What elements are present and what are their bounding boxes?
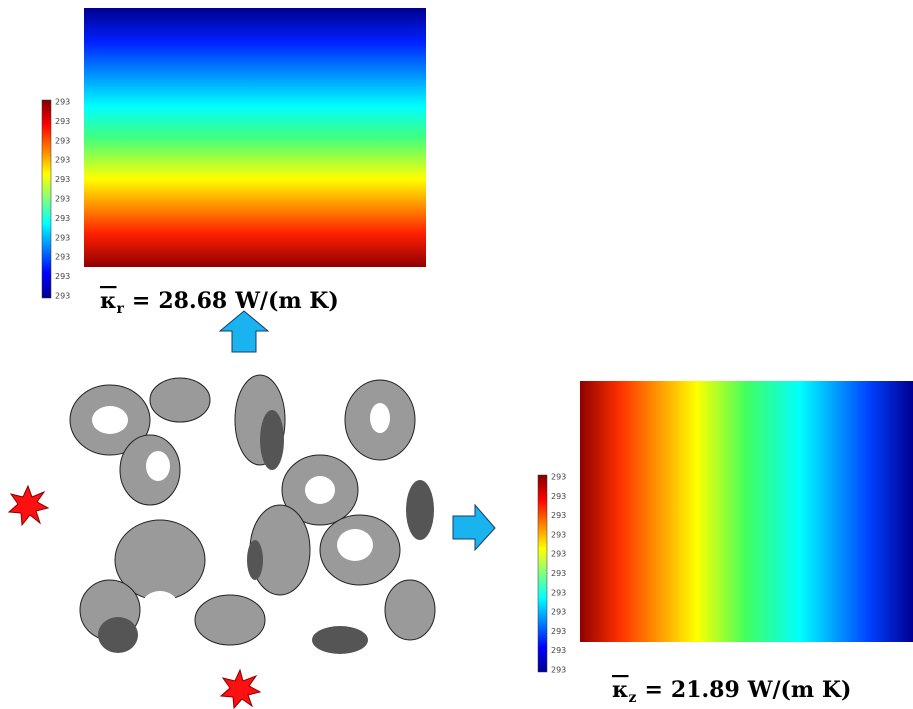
colorbar-label: 293 bbox=[55, 233, 70, 242]
heat-source-bottom bbox=[219, 668, 262, 709]
colorbar-label: 293 bbox=[551, 646, 566, 655]
colorbar-label: 293 bbox=[55, 175, 70, 184]
colorbar-label: 293 bbox=[55, 214, 70, 223]
kappa-z-equation: κz = 21.89 W/(m K) bbox=[612, 677, 851, 706]
right-colorbar bbox=[537, 474, 548, 673]
colorbar-label: 293 bbox=[55, 156, 70, 165]
colorbar-label: 293 bbox=[55, 136, 70, 145]
colorbar-label: 293 bbox=[55, 272, 70, 281]
axial-heatmap bbox=[580, 381, 913, 642]
right-colorbar-labels: 293 293 293 293 293 293 293 293 293 293 293 bbox=[551, 473, 566, 675]
top-colorbar bbox=[41, 99, 52, 299]
microstructure bbox=[65, 374, 436, 656]
colorbar-label: 293 bbox=[551, 608, 566, 617]
colorbar-label: 293 bbox=[551, 492, 566, 501]
colorbar-label: 293 bbox=[551, 569, 566, 578]
colorbar-label: 293 bbox=[55, 292, 70, 301]
radial-heatmap bbox=[84, 8, 426, 267]
colorbar-label: 293 bbox=[551, 588, 566, 597]
colorbar-label: 293 bbox=[551, 550, 566, 559]
right-arrow bbox=[452, 503, 496, 552]
colorbar-label: 293 bbox=[551, 511, 566, 520]
colorbar-label: 293 bbox=[55, 253, 70, 262]
colorbar-label: 293 bbox=[551, 530, 566, 539]
colorbar-label: 293 bbox=[55, 117, 70, 126]
colorbar-label: 293 bbox=[55, 98, 70, 107]
heat-source-left bbox=[7, 484, 50, 527]
up-arrow bbox=[218, 310, 270, 353]
kappa-r-equation: κr = 28.68 W/(m K) bbox=[100, 288, 339, 317]
colorbar-label: 293 bbox=[551, 627, 566, 636]
colorbar-label: 293 bbox=[551, 473, 566, 482]
top-colorbar-labels: 293 293 293 293 293 293 293 293 293 293 293 bbox=[55, 98, 70, 301]
colorbar-label: 293 bbox=[55, 195, 70, 204]
colorbar-label: 293 bbox=[551, 666, 566, 675]
